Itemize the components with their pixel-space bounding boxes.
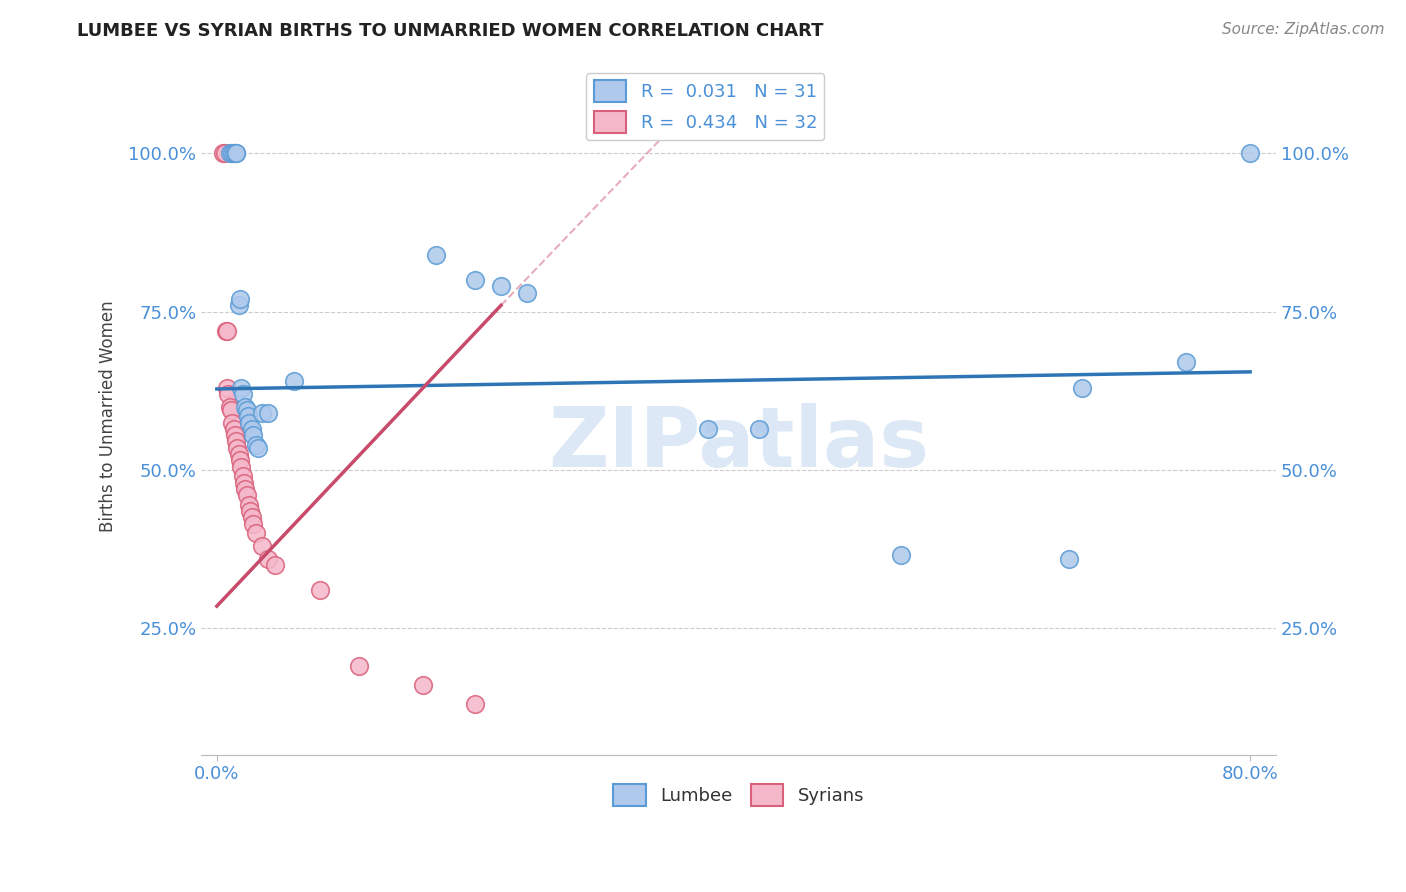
Point: [240, 510, 263, 524]
Point: [235, 402, 257, 417]
Point: [464, 273, 486, 287]
Point: [228, 298, 250, 312]
Point: [425, 248, 447, 262]
Point: [225, 146, 247, 161]
Point: [238, 416, 260, 430]
Point: [232, 387, 254, 401]
Point: [218, 400, 240, 414]
Point: [235, 488, 257, 502]
Point: [696, 422, 718, 436]
Point: [250, 539, 273, 553]
Point: [215, 324, 238, 338]
Point: [890, 549, 912, 563]
Point: [516, 285, 538, 300]
Point: [221, 146, 243, 161]
Point: [231, 459, 253, 474]
Point: [489, 279, 512, 293]
Point: [217, 381, 239, 395]
Point: [229, 292, 252, 306]
Point: [217, 324, 239, 338]
Point: [225, 146, 247, 161]
Point: [232, 469, 254, 483]
Point: [239, 504, 262, 518]
Point: [214, 146, 236, 161]
Point: [347, 659, 370, 673]
Y-axis label: Births to Unmarried Women: Births to Unmarried Women: [100, 301, 117, 532]
Point: [222, 422, 245, 436]
Point: [229, 453, 252, 467]
Point: [217, 387, 239, 401]
Point: [257, 406, 280, 420]
Text: LUMBEE VS SYRIAN BIRTHS TO UNMARRIED WOMEN CORRELATION CHART: LUMBEE VS SYRIAN BIRTHS TO UNMARRIED WOM…: [77, 22, 824, 40]
Point: [226, 441, 249, 455]
Point: [221, 416, 243, 430]
Point: [233, 475, 256, 490]
Point: [245, 526, 267, 541]
Point: [233, 482, 256, 496]
Point: [236, 409, 259, 424]
Point: [250, 406, 273, 420]
Point: [225, 434, 247, 449]
Point: [242, 516, 264, 531]
Point: [247, 441, 270, 455]
Point: [264, 558, 287, 572]
Point: [309, 583, 332, 598]
Point: [748, 422, 770, 436]
Text: Source: ZipAtlas.com: Source: ZipAtlas.com: [1222, 22, 1385, 37]
Point: [1239, 146, 1261, 161]
Point: [218, 146, 240, 161]
Point: [240, 422, 263, 436]
Point: [1059, 551, 1081, 566]
Point: [222, 146, 245, 161]
Text: ZIPatlas: ZIPatlas: [548, 403, 929, 483]
Point: [224, 428, 246, 442]
Point: [1174, 355, 1197, 369]
Point: [231, 381, 253, 395]
Point: [245, 438, 267, 452]
Point: [412, 678, 434, 692]
Point: [228, 447, 250, 461]
Point: [464, 698, 486, 712]
Point: [283, 375, 305, 389]
Point: [212, 146, 235, 161]
Legend: Lumbee, Syrians: Lumbee, Syrians: [606, 777, 872, 814]
Point: [1071, 381, 1094, 395]
Point: [257, 551, 280, 566]
Point: [242, 428, 264, 442]
Point: [219, 402, 242, 417]
Point: [233, 400, 256, 414]
Point: [238, 498, 260, 512]
